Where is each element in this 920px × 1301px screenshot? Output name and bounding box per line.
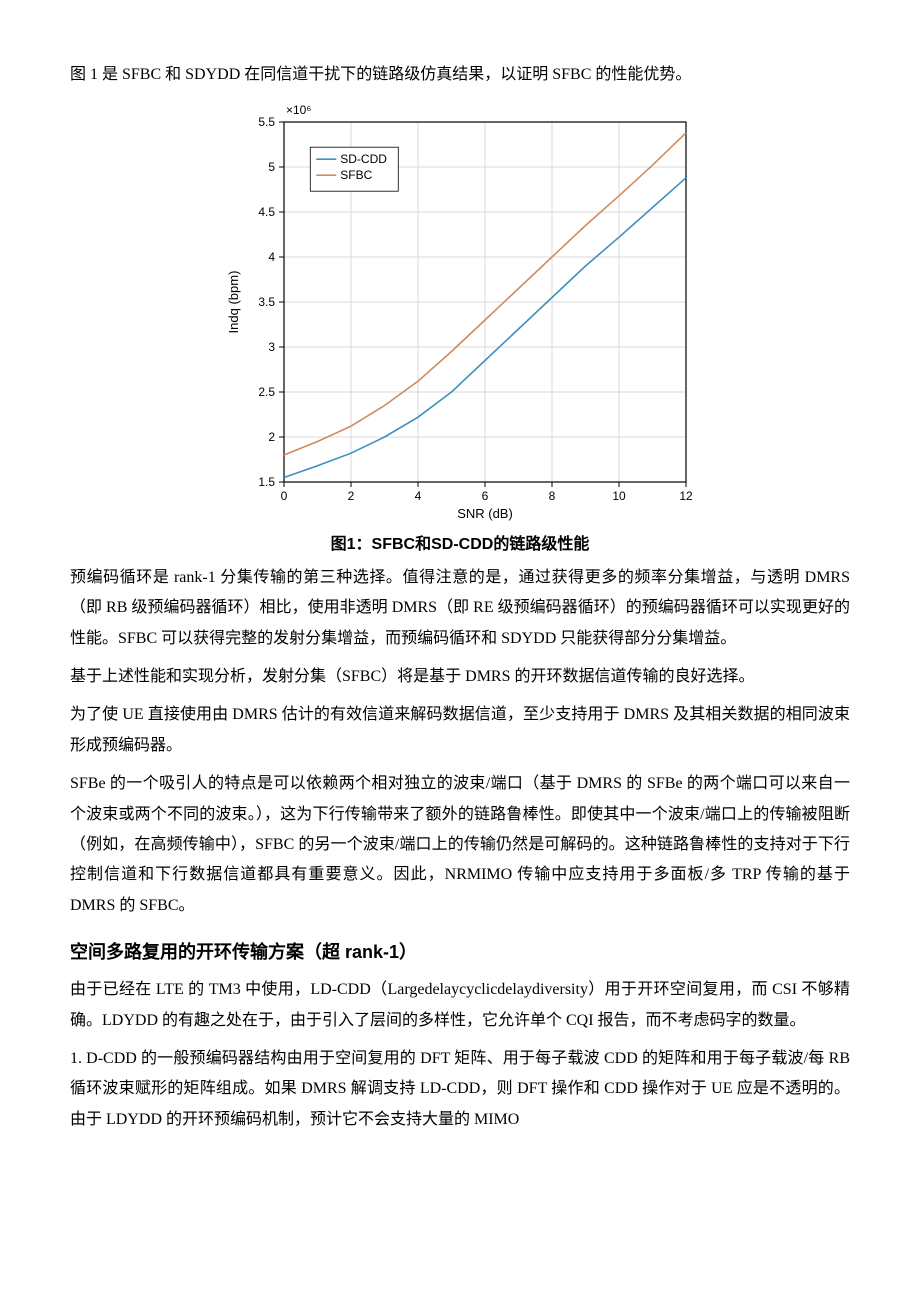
svg-text:2.5: 2.5 xyxy=(258,385,275,399)
section-heading: 空间多路复用的开环传输方案（超 rank-1） xyxy=(70,935,850,969)
svg-text:4: 4 xyxy=(268,250,275,264)
paragraph-5: 由于已经在 LTE 的 TM3 中使用，LD-CDD（Largedelaycyc… xyxy=(70,975,850,1036)
paragraph-4: SFBe 的一个吸引人的特点是可以依赖两个相对独立的波束/端口（基于 DMRS … xyxy=(70,769,850,921)
svg-text:4: 4 xyxy=(415,489,422,503)
svg-text:2: 2 xyxy=(348,489,355,503)
svg-text:5.5: 5.5 xyxy=(258,115,275,129)
paragraph-6: 1. D-CDD 的一般预编码器结构由用于空间复用的 DFT 矩阵、用于每子载波… xyxy=(70,1044,850,1135)
svg-text:3: 3 xyxy=(268,340,275,354)
svg-text:SD-CDD: SD-CDD xyxy=(340,153,387,167)
svg-text:12: 12 xyxy=(679,489,693,503)
svg-text:×10⁶: ×10⁶ xyxy=(286,103,311,117)
svg-text:3.5: 3.5 xyxy=(258,295,275,309)
svg-text:5: 5 xyxy=(268,160,275,174)
paragraph-3: 为了使 UE 直接使用由 DMRS 估计的有效信道来解码数据信道，至少支持用于 … xyxy=(70,700,850,761)
svg-text:2: 2 xyxy=(268,430,275,444)
svg-text:1.5: 1.5 xyxy=(258,475,275,489)
chart-container: 0 2 4 6 8 10 12 1.5 2 2.5 3 3.5 4 4.5 5 5.5 ×10⁶ SNR (dB)… xyxy=(70,98,850,528)
intro-paragraph: 图 1 是 SFBC 和 SDYDD 在同信道干扰下的链路级仿真结果，以证明 S… xyxy=(70,60,850,90)
svg-text:4.5: 4.5 xyxy=(258,205,275,219)
paragraph-1: 预编码循环是 rank-1 分集传输的第三种选择。值得注意的是，通过获得更多的频… xyxy=(70,563,850,654)
svg-text:SNR (dB): SNR (dB) xyxy=(457,506,513,521)
svg-text:SFBC: SFBC xyxy=(340,169,372,183)
svg-text:10: 10 xyxy=(612,489,626,503)
svg-text:Indq (bpm): Indq (bpm) xyxy=(226,271,241,334)
line-chart: 0 2 4 6 8 10 12 1.5 2 2.5 3 3.5 4 4.5 5 5.5 ×10⁶ SNR (dB)… xyxy=(220,98,700,528)
chart-caption: 图1：SFBC和SD-CDD的链路级性能 xyxy=(70,530,850,560)
svg-text:0: 0 xyxy=(281,489,288,503)
svg-text:6: 6 xyxy=(482,489,489,503)
paragraph-2: 基于上述性能和实现分析，发射分集（SFBC）将是基于 DMRS 的开环数据信道传… xyxy=(70,662,850,692)
svg-text:8: 8 xyxy=(549,489,556,503)
